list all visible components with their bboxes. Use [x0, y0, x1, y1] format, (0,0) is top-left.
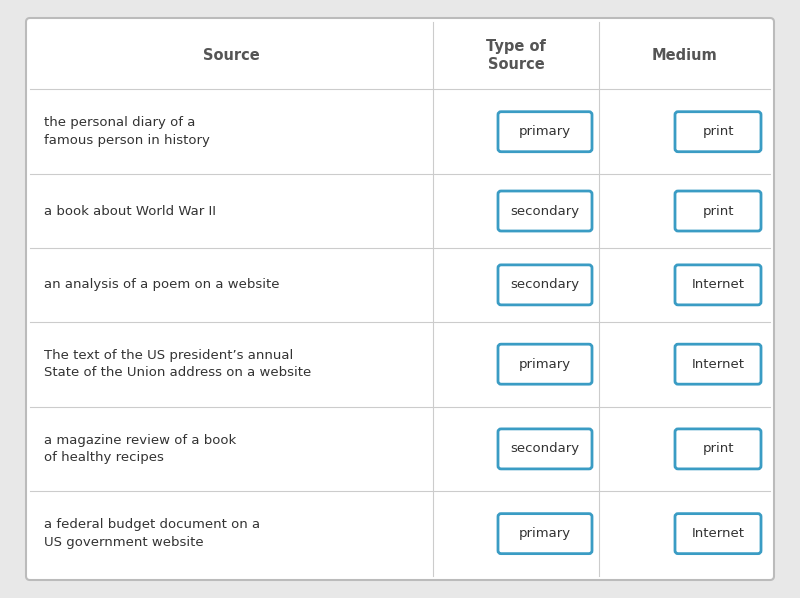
- FancyBboxPatch shape: [498, 191, 592, 231]
- Text: Internet: Internet: [691, 358, 745, 371]
- Text: Internet: Internet: [691, 527, 745, 540]
- FancyBboxPatch shape: [675, 112, 761, 152]
- Text: secondary: secondary: [510, 443, 579, 456]
- Text: primary: primary: [519, 358, 571, 371]
- FancyBboxPatch shape: [675, 344, 761, 384]
- Text: the personal diary of a
famous person in history: the personal diary of a famous person in…: [44, 117, 210, 147]
- Text: The text of the US president’s annual
State of the Union address on a website: The text of the US president’s annual St…: [44, 349, 311, 379]
- Text: print: print: [702, 205, 734, 218]
- FancyBboxPatch shape: [675, 429, 761, 469]
- FancyBboxPatch shape: [498, 429, 592, 469]
- Text: print: print: [702, 125, 734, 138]
- Text: an analysis of a poem on a website: an analysis of a poem on a website: [44, 279, 279, 291]
- Text: a magazine review of a book
of healthy recipes: a magazine review of a book of healthy r…: [44, 434, 236, 464]
- FancyBboxPatch shape: [498, 344, 592, 384]
- Text: Medium: Medium: [652, 48, 718, 63]
- FancyBboxPatch shape: [675, 191, 761, 231]
- FancyBboxPatch shape: [498, 514, 592, 554]
- FancyBboxPatch shape: [498, 265, 592, 305]
- FancyBboxPatch shape: [675, 265, 761, 305]
- Text: Type of
Source: Type of Source: [486, 39, 546, 72]
- FancyBboxPatch shape: [26, 18, 774, 580]
- Text: a book about World War II: a book about World War II: [44, 205, 216, 218]
- Text: secondary: secondary: [510, 279, 579, 291]
- FancyBboxPatch shape: [498, 112, 592, 152]
- Text: primary: primary: [519, 527, 571, 540]
- Text: Source: Source: [203, 48, 260, 63]
- Text: a federal budget document on a
US government website: a federal budget document on a US govern…: [44, 518, 260, 549]
- Text: print: print: [702, 443, 734, 456]
- Text: secondary: secondary: [510, 205, 579, 218]
- FancyBboxPatch shape: [675, 514, 761, 554]
- Text: primary: primary: [519, 125, 571, 138]
- Text: Internet: Internet: [691, 279, 745, 291]
